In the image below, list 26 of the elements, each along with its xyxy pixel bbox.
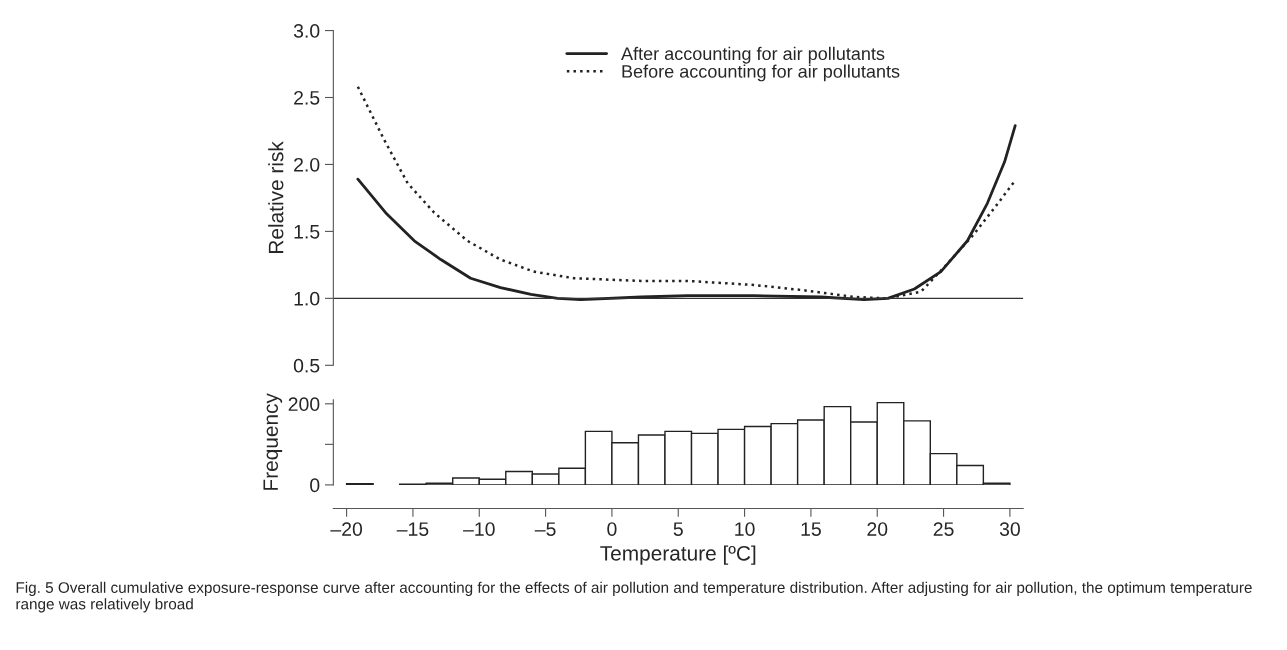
x-tick-label: 30 bbox=[999, 522, 1020, 536]
y-axis-title: Frequency bbox=[263, 393, 283, 490]
y-tick-label: 0.5 bbox=[293, 358, 320, 373]
y-tick-label: 1.5 bbox=[294, 225, 320, 239]
x-tick-label: –20 bbox=[330, 522, 363, 536]
y-axis-title: Relative risk bbox=[268, 141, 284, 253]
y-tick-label: 2.5 bbox=[294, 90, 320, 105]
y-tick-label: 0 bbox=[310, 478, 320, 493]
x-tick-label: –5 bbox=[534, 522, 556, 536]
x-tick-label: 20 bbox=[867, 522, 888, 536]
legend-label: After accounting for air pollutants bbox=[621, 46, 885, 64]
x-tick-label: 25 bbox=[933, 522, 954, 536]
x-tick-label: –15 bbox=[396, 522, 429, 536]
x-tick-label: 0 bbox=[607, 522, 617, 536]
x-axis-title: Temperature [ºC] bbox=[600, 545, 756, 565]
y-tick-label: 3.0 bbox=[293, 24, 320, 38]
y-tick-label: 2.0 bbox=[294, 157, 320, 172]
legend-label: Before accounting for air pollutants bbox=[622, 64, 900, 82]
caption: Fig. 5 Overall cumulative exposure-response curve after accounting for the effects of air pollution and temperature distribution. After adjusting for air pollution, the optimum temperature range was relatively broad bbox=[16, 581, 1252, 613]
line-series bbox=[356, 85, 1017, 300]
x-tick-label: 10 bbox=[735, 522, 755, 536]
x-tick-label: –10 bbox=[463, 522, 495, 536]
x-tick-label: 15 bbox=[801, 522, 821, 536]
x-tick-label: 5 bbox=[673, 522, 683, 536]
y-tick-label: 1.0 bbox=[294, 291, 320, 306]
y-tick-label: 200 bbox=[288, 397, 320, 412]
